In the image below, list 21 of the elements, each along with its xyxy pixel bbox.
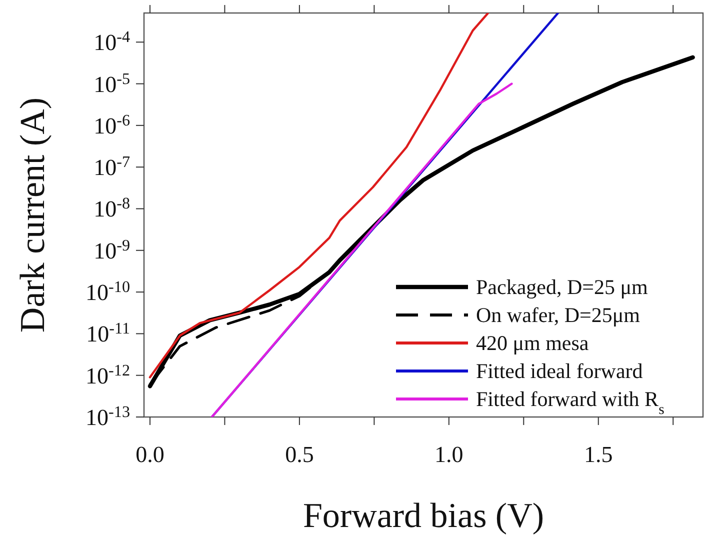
legend-label: 420 μm mesa [476,331,590,355]
y-tick-label: 10$^{-11}$ [86,320,130,347]
x-tick-label: 1.5 [584,442,613,467]
y-tick-label: 10$^{-8}$ [94,195,130,222]
legend-label: On wafer, D=25μm [476,303,640,327]
y-tick-label: 10$^{-5}$ [94,70,130,97]
x-axis-title: Forward bias (V) [302,496,544,535]
x-tick-label: 1.0 [434,442,464,467]
y-tick-label: 10$^{-13}$ [86,404,130,430]
y-tick-label: 10$^{-4}$ [94,28,130,56]
y-tick-label: 10$^{-9}$ [94,236,130,264]
y-tick-label: 10$^{-6}$ [94,112,130,138]
y-tick-label: 10$^{-7}$ [94,154,130,180]
legend-label: Fitted forward with R$_{s}$ [476,387,665,418]
y-axis-title: Dark current (A) [13,97,52,333]
y-tick-label: 10$^{-10}$ [86,278,130,306]
x-tick-label: 0.5 [285,442,314,467]
x-tick-label: 0.0 [136,442,164,467]
legend-label: Packaged, D=25 μm [476,275,648,299]
legend-label: Fitted ideal forward [476,359,644,383]
y-tick-label: 10$^{-12}$ [86,362,130,388]
